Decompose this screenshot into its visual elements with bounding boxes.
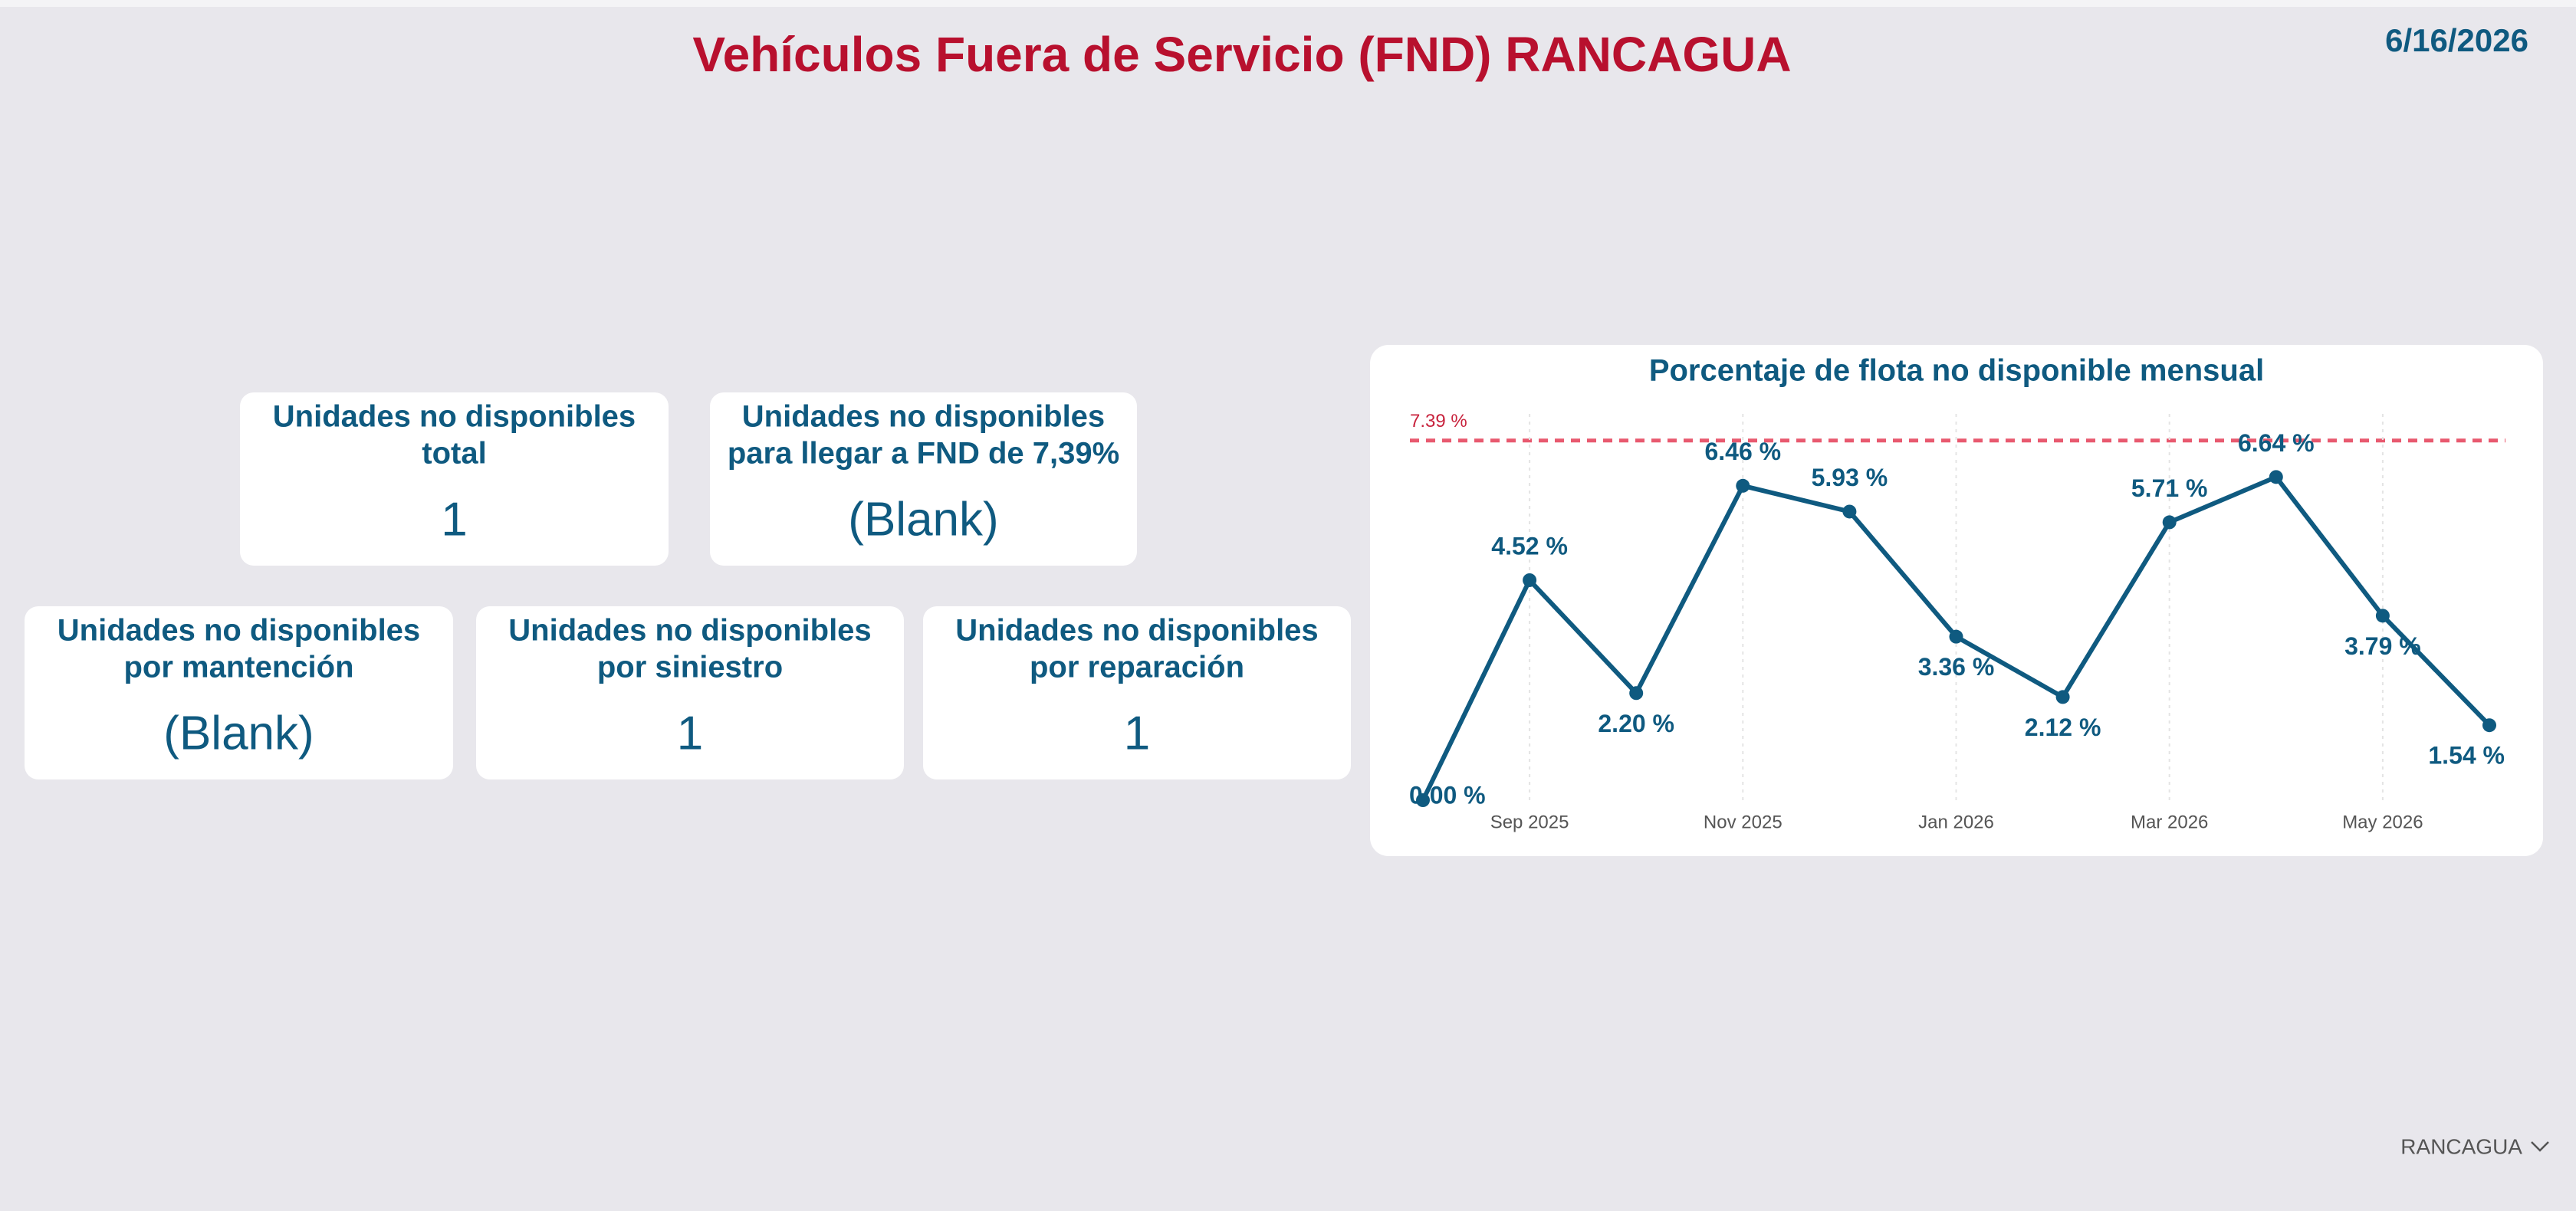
kpi-value: 1 [677, 707, 703, 760]
kpi-label: Unidades no disponibles [742, 400, 1105, 434]
data-point [2055, 690, 2070, 704]
kpi-label: Unidades no disponibles [273, 400, 636, 434]
kpi-value: (Blank) [163, 707, 314, 760]
kpi-label: Unidades no disponibles [508, 614, 871, 648]
data-label: 3.36 % [1918, 653, 1995, 681]
slicer-chevron[interactable] [2531, 1141, 2549, 1152]
page-title: Vehículos Fuera de Servicio (FND) RANCAG… [692, 27, 1791, 82]
reference-label: 7.39 % [1410, 411, 1467, 432]
data-label: 6.64 % [2238, 429, 2315, 457]
kpi-label: por mantención [123, 651, 353, 684]
data-point [1842, 504, 1857, 519]
data-point [1736, 478, 1750, 493]
kpi-card [923, 606, 1351, 779]
x-tick-label: Jan 2026 [1918, 812, 1994, 832]
data-label: 3.79 % [2344, 632, 2421, 660]
data-label: 2.12 % [2025, 714, 2101, 741]
x-tick-label: Mar 2026 [2131, 812, 2208, 832]
kpi-card [240, 392, 669, 566]
kpi-value: 1 [441, 493, 467, 546]
data-label: 6.46 % [1704, 438, 1781, 465]
kpi-label: por reparación [1030, 651, 1244, 684]
data-point [2375, 609, 2390, 623]
data-point [2162, 515, 2177, 530]
data-label: 2.20 % [1598, 710, 1674, 737]
x-tick-label: Nov 2025 [1704, 812, 1783, 832]
slicer-value[interactable]: RANCAGUA [2400, 1134, 2522, 1158]
kpi-card [476, 606, 904, 779]
data-point [1629, 686, 1644, 701]
kpi-label: por siniestro [597, 651, 783, 684]
data-point [1523, 573, 1537, 587]
kpi-card [710, 392, 1137, 566]
kpi-label: Unidades no disponibles [955, 614, 1318, 648]
report-date: 6/16/2026 [2385, 22, 2528, 58]
data-label: 0.00 % [1409, 781, 1486, 809]
kpi-card [25, 606, 453, 779]
slicer[interactable]: RANCAGUA [2400, 1134, 2549, 1158]
kpi-value: 1 [1124, 707, 1150, 760]
x-tick-label: May 2026 [2342, 812, 2423, 832]
data-label: 5.71 % [2131, 474, 2208, 502]
kpi-label: para llegar a FND de 7,39% [728, 437, 1119, 471]
data-label: 1.54 % [2428, 742, 2505, 770]
data-point [2269, 470, 2283, 484]
chart-title: Porcentaje de flota no disponible mensua… [1649, 354, 2264, 388]
data-label: 4.52 % [1491, 532, 1568, 560]
data-point [2482, 718, 2496, 733]
top-strip [0, 0, 2576, 7]
data-point [1949, 629, 1963, 644]
kpi-label: Unidades no disponibles [58, 614, 420, 648]
kpi-label: total [422, 437, 486, 471]
x-tick-label: Sep 2025 [1490, 812, 1569, 832]
data-point [1416, 793, 1430, 807]
kpi-value: (Blank) [848, 493, 998, 546]
data-label: 5.93 % [1812, 464, 1888, 491]
